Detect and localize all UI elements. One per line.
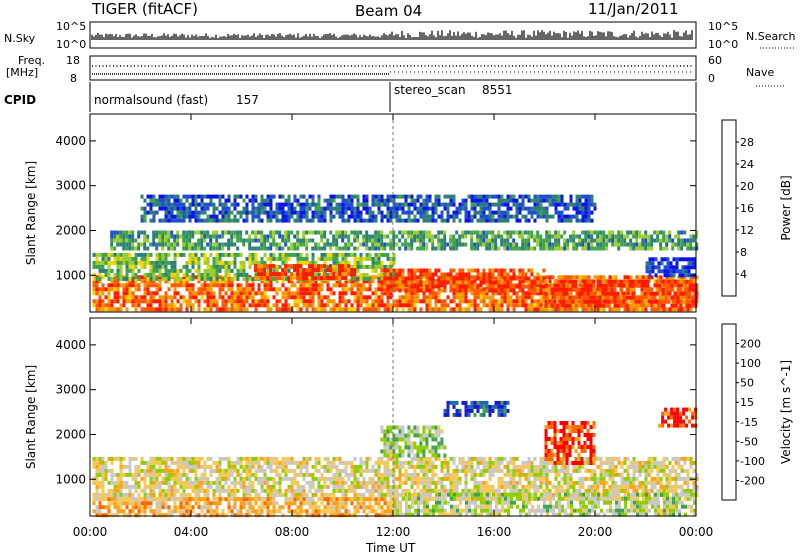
colorbar-frame (721, 119, 737, 297)
velocity-colorbar: -200 -100 -50 -15 15 50 100 200 Velocity [m s^-1… (721, 323, 793, 501)
cpid-seg1-id: 157 (236, 93, 259, 107)
velocity-panel-region-3 (443, 400, 510, 417)
colorbar-tick-label: -50 (740, 435, 758, 448)
velocity-panel-ytick-label: 2000 (55, 427, 86, 441)
freq-tick-top: 18 (66, 54, 80, 67)
colorbar-tick-label: -15 (740, 416, 758, 429)
power-panel-region-4 (544, 279, 698, 308)
nave-tick-bottom: 0 (708, 72, 715, 85)
power-colorbar: 4 8 12 16 20 24 28 Power [dB] (721, 119, 793, 297)
power-panel-region-7 (645, 257, 697, 278)
power-panel-region-5 (110, 230, 699, 251)
power-panel-ytick-label: 2000 (55, 223, 86, 237)
velocity-panel-region-4 (544, 421, 596, 465)
power-panel-ytick-label: 4000 (55, 134, 86, 148)
cpid-seg1-name: normalsound (fast) (94, 93, 208, 107)
freq-label-2: [MHz] (6, 66, 38, 79)
colorbar-tick-label: 24 (740, 158, 754, 171)
power-panel-ytick-label: 1000 (55, 268, 86, 282)
freq-label-1: Freq. (18, 54, 45, 67)
nave-label: Nave (746, 66, 774, 79)
nsky-trace (91, 30, 693, 40)
cpid-seg2-id: 8551 (482, 83, 513, 97)
colorbar-tick-label: 4 (740, 268, 747, 281)
colorbar-label: Velocity [m s^-1] (779, 360, 793, 464)
nsky-label: N.Sky (4, 32, 36, 45)
nsky-strip (89, 21, 697, 49)
nave-tick-top: 60 (708, 54, 722, 67)
x-tick-label: 00:00 (679, 525, 714, 539)
power-panel-region-6 (140, 194, 597, 223)
date-title: 11/Jan/2011 (588, 0, 679, 18)
colorbar-tick-label: 20 (740, 180, 754, 193)
power-panel-region-2 (254, 264, 357, 281)
cpid-seg2-name: stereo_scan (394, 83, 466, 97)
colorbar-tick-label: 100 (740, 357, 761, 370)
colorbar-tick-label: 16 (740, 202, 754, 215)
nsearch-tick-top: 10^5 (708, 20, 738, 33)
velocity-panel-region-5 (380, 425, 447, 458)
x-axis-title: Time UT (365, 541, 416, 554)
freq-tick-bottom: 8 (70, 72, 77, 85)
colorbar-tick-label: 28 (740, 136, 754, 149)
power-panel-ylabel: Slant Range [km] (24, 161, 38, 265)
colorbar-tick-label: 15 (740, 396, 754, 409)
x-tick-label: 16:00 (477, 525, 512, 539)
power-panel-region-3 (380, 268, 546, 293)
velocity-panel-ylabel: Slant Range [km] (24, 365, 38, 469)
x-tick-label: 12:00 (376, 525, 411, 539)
velocity-panel-region-2 (393, 492, 696, 517)
nsearch-label: N.Search (746, 30, 796, 43)
x-tick-label: 08:00 (275, 525, 310, 539)
time-axis: 00:00 04:00 08:00 12:00 16:00 20:00 00:00 (73, 114, 714, 539)
colorbar-tick-label: 200 (740, 338, 761, 351)
colorbar-tick-label: 8 (740, 246, 747, 259)
velocity-panel-ytick-label: 4000 (55, 338, 86, 352)
colorbar-frame (721, 323, 737, 501)
colorbar-tick-label: 50 (740, 377, 754, 390)
colorbar-tick-label: -100 (740, 455, 765, 468)
power-panel: 1000 2000 3000 4000 Slant Range [km] (24, 113, 699, 313)
nsky-tick-bottom: 10^0 (56, 38, 86, 51)
x-tick-label: 20:00 (578, 525, 613, 539)
nsearch-tick-bottom: 10^0 (708, 38, 738, 51)
nsky-tick-top: 10^5 (56, 20, 86, 33)
velocity-panel-ytick-label: 3000 (55, 383, 86, 397)
colorbar-tick-label: -200 (740, 474, 765, 487)
velocity-panel: 1000 2000 3000 4000 Slant Range [km] (24, 317, 699, 518)
colorbar-tick-label: 12 (740, 224, 754, 237)
velocity-panel-ytick-label: 1000 (55, 472, 86, 486)
x-tick-label: 00:00 (73, 525, 108, 539)
station-title: TIGER (fitACF) (91, 0, 198, 18)
velocity-panel-region-6 (658, 407, 698, 428)
velocity-panel-region-1 (92, 497, 396, 518)
power-panel-ytick-label: 3000 (55, 179, 86, 193)
beam-title: Beam 04 (355, 2, 422, 20)
colorbar-label: Power [dB] (779, 175, 793, 240)
x-tick-label: 04:00 (174, 525, 209, 539)
cpid-label: CPID (4, 93, 36, 107)
freq-strip (89, 55, 697, 81)
